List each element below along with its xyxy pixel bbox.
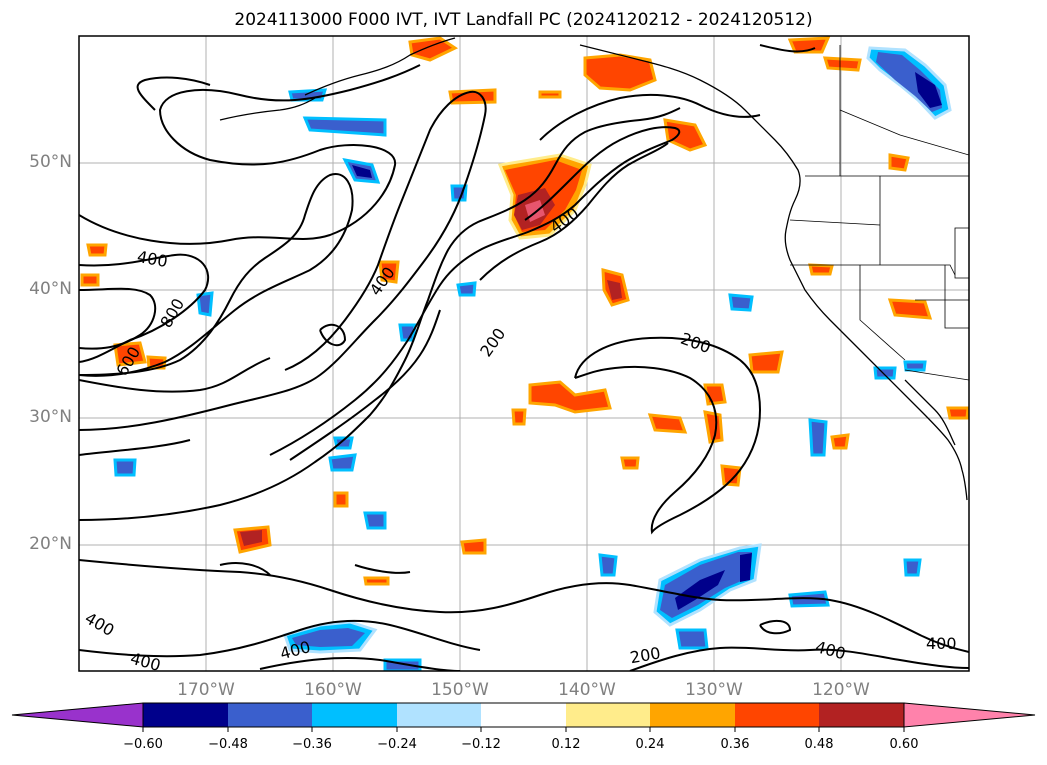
colorbar-segment	[819, 703, 904, 727]
colorbar-extend-left	[11, 702, 144, 728]
contour-label: 200	[629, 643, 662, 667]
colorbar-segment	[566, 703, 650, 727]
lon-label: 150°W	[431, 680, 489, 700]
contour-label: 400	[278, 637, 312, 663]
lon-label: 120°W	[812, 680, 870, 700]
coastline	[219, 37, 968, 501]
colorbar-segment	[735, 703, 819, 727]
contour-label: 200	[476, 324, 509, 360]
colorbar-segment	[228, 703, 312, 727]
contour-label: 400	[136, 247, 169, 271]
colorbar-extend-right	[903, 702, 1036, 728]
colorbar	[11, 702, 1036, 732]
negative-anomaly-patches	[113, 46, 952, 671]
lon-label: 170°W	[177, 680, 235, 700]
colorbar-tick-label: −0.24	[377, 737, 417, 752]
colorbar-tick-label: −0.36	[292, 737, 332, 752]
colorbar-tick-label: −0.48	[208, 737, 248, 752]
gridlines	[79, 36, 969, 671]
lon-label: 130°W	[685, 680, 743, 700]
lon-label: 140°W	[558, 680, 616, 700]
colorbar-tick-label: 0.48	[804, 737, 834, 752]
colorbar-segment	[481, 703, 566, 727]
contour-label: 400	[82, 608, 118, 640]
lon-label: 160°W	[304, 680, 362, 700]
map-title: 2024113000 F000 IVT, IVT Landfall PC (20…	[234, 10, 813, 30]
colorbar-tick-label: −0.12	[461, 737, 501, 752]
contour-label: 200	[678, 329, 713, 357]
ivt-contours	[79, 44, 969, 671]
colorbar-segment	[650, 703, 735, 727]
contour-label: 400	[813, 637, 847, 663]
colorbar-segment	[312, 703, 397, 727]
colorbar-tick-label: 0.60	[889, 737, 919, 752]
lat-label: 30°N	[29, 407, 72, 427]
map-frame	[78, 35, 970, 672]
lat-label: 50°N	[29, 152, 72, 172]
colorbar-tick-label: 0.12	[551, 737, 581, 752]
lat-label: 20°N	[29, 534, 72, 554]
colorbar-segment	[397, 703, 481, 727]
colorbar-tick-label: −0.60	[123, 737, 163, 752]
contour-label: 400	[926, 634, 957, 653]
state-borders	[789, 45, 969, 381]
colorbar-tick-label: 0.36	[720, 737, 750, 752]
positive-anomaly-patches	[80, 36, 969, 586]
colorbar-segment	[143, 703, 228, 727]
colorbar-tick-label: 0.24	[635, 737, 665, 752]
lat-label: 40°N	[29, 279, 72, 299]
